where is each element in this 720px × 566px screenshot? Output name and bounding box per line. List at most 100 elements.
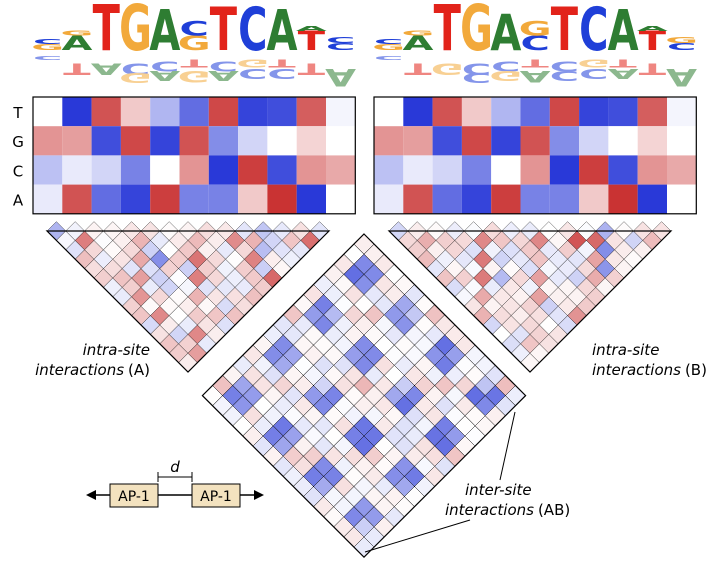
heatmap-cell bbox=[520, 155, 550, 185]
logo-letter: C bbox=[33, 38, 62, 46]
heatmap-a bbox=[32, 96, 356, 215]
ap1-site-b-box bbox=[191, 483, 241, 508]
heatmap-cell bbox=[33, 155, 63, 185]
logo-letter: A bbox=[637, 25, 669, 33]
heatmap-cell bbox=[296, 126, 326, 156]
logo-letter-inverted: A bbox=[91, 59, 123, 77]
heatmap-cell bbox=[608, 126, 638, 156]
heatmap-cell bbox=[579, 155, 609, 185]
spacing-distance-label: d bbox=[170, 458, 180, 476]
heatmap-cell bbox=[238, 155, 268, 185]
logo-letter-inverted: G bbox=[489, 67, 522, 82]
logo-letter-inverted: G bbox=[577, 57, 610, 69]
logo-letter-inverted: G bbox=[119, 69, 152, 84]
logo-letter-inverted: A bbox=[208, 67, 239, 82]
logo-letter-inverted: C bbox=[209, 58, 238, 73]
logo-letter: G bbox=[402, 29, 435, 37]
heatmap-cell bbox=[267, 184, 297, 214]
heatmap-cell bbox=[296, 155, 326, 185]
heatmap-cell bbox=[403, 155, 433, 185]
arrowhead-left-icon bbox=[86, 490, 96, 500]
heatmap-cell bbox=[432, 155, 462, 185]
caption-intra-b-line2: interactions (B) bbox=[592, 361, 707, 379]
heatmap-cell bbox=[267, 155, 297, 185]
heatmap-cell bbox=[579, 126, 609, 156]
heatmap-cell bbox=[150, 155, 180, 185]
heatmap-cell bbox=[637, 126, 667, 156]
logo-letter: G bbox=[665, 35, 698, 44]
heatmap-cell bbox=[326, 97, 356, 127]
logo-letter: A bbox=[296, 25, 328, 33]
heatmap-cell bbox=[432, 184, 462, 214]
logo-letter: A bbox=[490, 4, 521, 62]
inter-site-leader-lines bbox=[364, 411, 516, 553]
caption-intra-b-line1: intra-site bbox=[592, 341, 659, 359]
heatmap-cell bbox=[120, 184, 151, 214]
logo-letter-inverted: A bbox=[149, 67, 180, 82]
logo-letter-inverted: C bbox=[550, 58, 579, 73]
heatmap-cell bbox=[326, 126, 356, 156]
logo-letter-inverted: C bbox=[238, 66, 267, 81]
heatmap-cell bbox=[549, 97, 580, 127]
logo-letter: T bbox=[434, 0, 461, 66]
logo-letter: A bbox=[61, 32, 93, 55]
intra-site-triangle-a bbox=[45, 221, 331, 373]
heatmap-cell bbox=[491, 184, 521, 214]
heatmap-cell bbox=[208, 155, 239, 185]
caption-inter-line2: interactions (AB) bbox=[445, 501, 570, 519]
logo-letter: G bbox=[31, 43, 64, 52]
logo-letter-inverted: T bbox=[639, 59, 667, 77]
heatmap-cell bbox=[62, 97, 92, 127]
heatmap-cell bbox=[62, 155, 92, 185]
logo-letter: A bbox=[608, 0, 639, 64]
logo-letter: T bbox=[210, 0, 238, 64]
heatmap-cell bbox=[432, 126, 462, 156]
heatmap-cell bbox=[326, 155, 356, 185]
heatmap-cell bbox=[238, 126, 268, 156]
heatmap-frame bbox=[373, 96, 697, 215]
heatmap-cell bbox=[374, 184, 404, 214]
heatmap-cell bbox=[491, 97, 521, 127]
heatmap-cell bbox=[461, 184, 492, 214]
logo-letter-inverted: C bbox=[267, 66, 296, 81]
logo-letter: G bbox=[119, 0, 152, 66]
row-label-g: G bbox=[12, 133, 24, 151]
heatmap-cell bbox=[208, 97, 239, 127]
heatmap-cell bbox=[208, 126, 239, 156]
logo-letter: C bbox=[238, 0, 267, 64]
heatmap-cell bbox=[579, 97, 609, 127]
heatmap-cell bbox=[91, 126, 121, 156]
heatmap-cell bbox=[667, 155, 697, 185]
heatmap-cell bbox=[120, 155, 151, 185]
heatmap-cell bbox=[667, 126, 697, 156]
logo-letter-inverted: T bbox=[298, 59, 326, 77]
logo-letter: G bbox=[178, 32, 211, 55]
logo-letter-inverted: C bbox=[33, 55, 62, 61]
logo-letter: C bbox=[667, 41, 696, 53]
heatmap-cell bbox=[403, 97, 433, 127]
heatmap-cell bbox=[238, 184, 268, 214]
logo-letter-inverted: T bbox=[181, 57, 208, 69]
logo-letter-inverted: T bbox=[268, 57, 295, 69]
heatmap-cell bbox=[608, 155, 638, 185]
logo-letter-inverted: T bbox=[404, 59, 432, 77]
heatmap-cell bbox=[579, 184, 609, 214]
heatmap-cell bbox=[179, 155, 209, 185]
heatmap-cell bbox=[91, 155, 121, 185]
heatmap-cell bbox=[637, 184, 667, 214]
logo-letter-inverted: C bbox=[374, 55, 403, 61]
logo-letter: C bbox=[374, 38, 403, 46]
heatmap-cell bbox=[33, 184, 63, 214]
logo-letter: C bbox=[326, 41, 355, 53]
heatmap-cell bbox=[608, 184, 638, 214]
logo-letter-inverted: G bbox=[431, 59, 464, 77]
logo-letter-inverted: T bbox=[609, 57, 636, 69]
heatmap-cell bbox=[461, 155, 492, 185]
heatmap-cell bbox=[208, 184, 239, 214]
heatmap-cell bbox=[520, 126, 550, 156]
arrowhead-right-icon bbox=[254, 490, 264, 500]
logo-letter: A bbox=[267, 0, 298, 64]
heatmap-cell bbox=[150, 97, 180, 127]
